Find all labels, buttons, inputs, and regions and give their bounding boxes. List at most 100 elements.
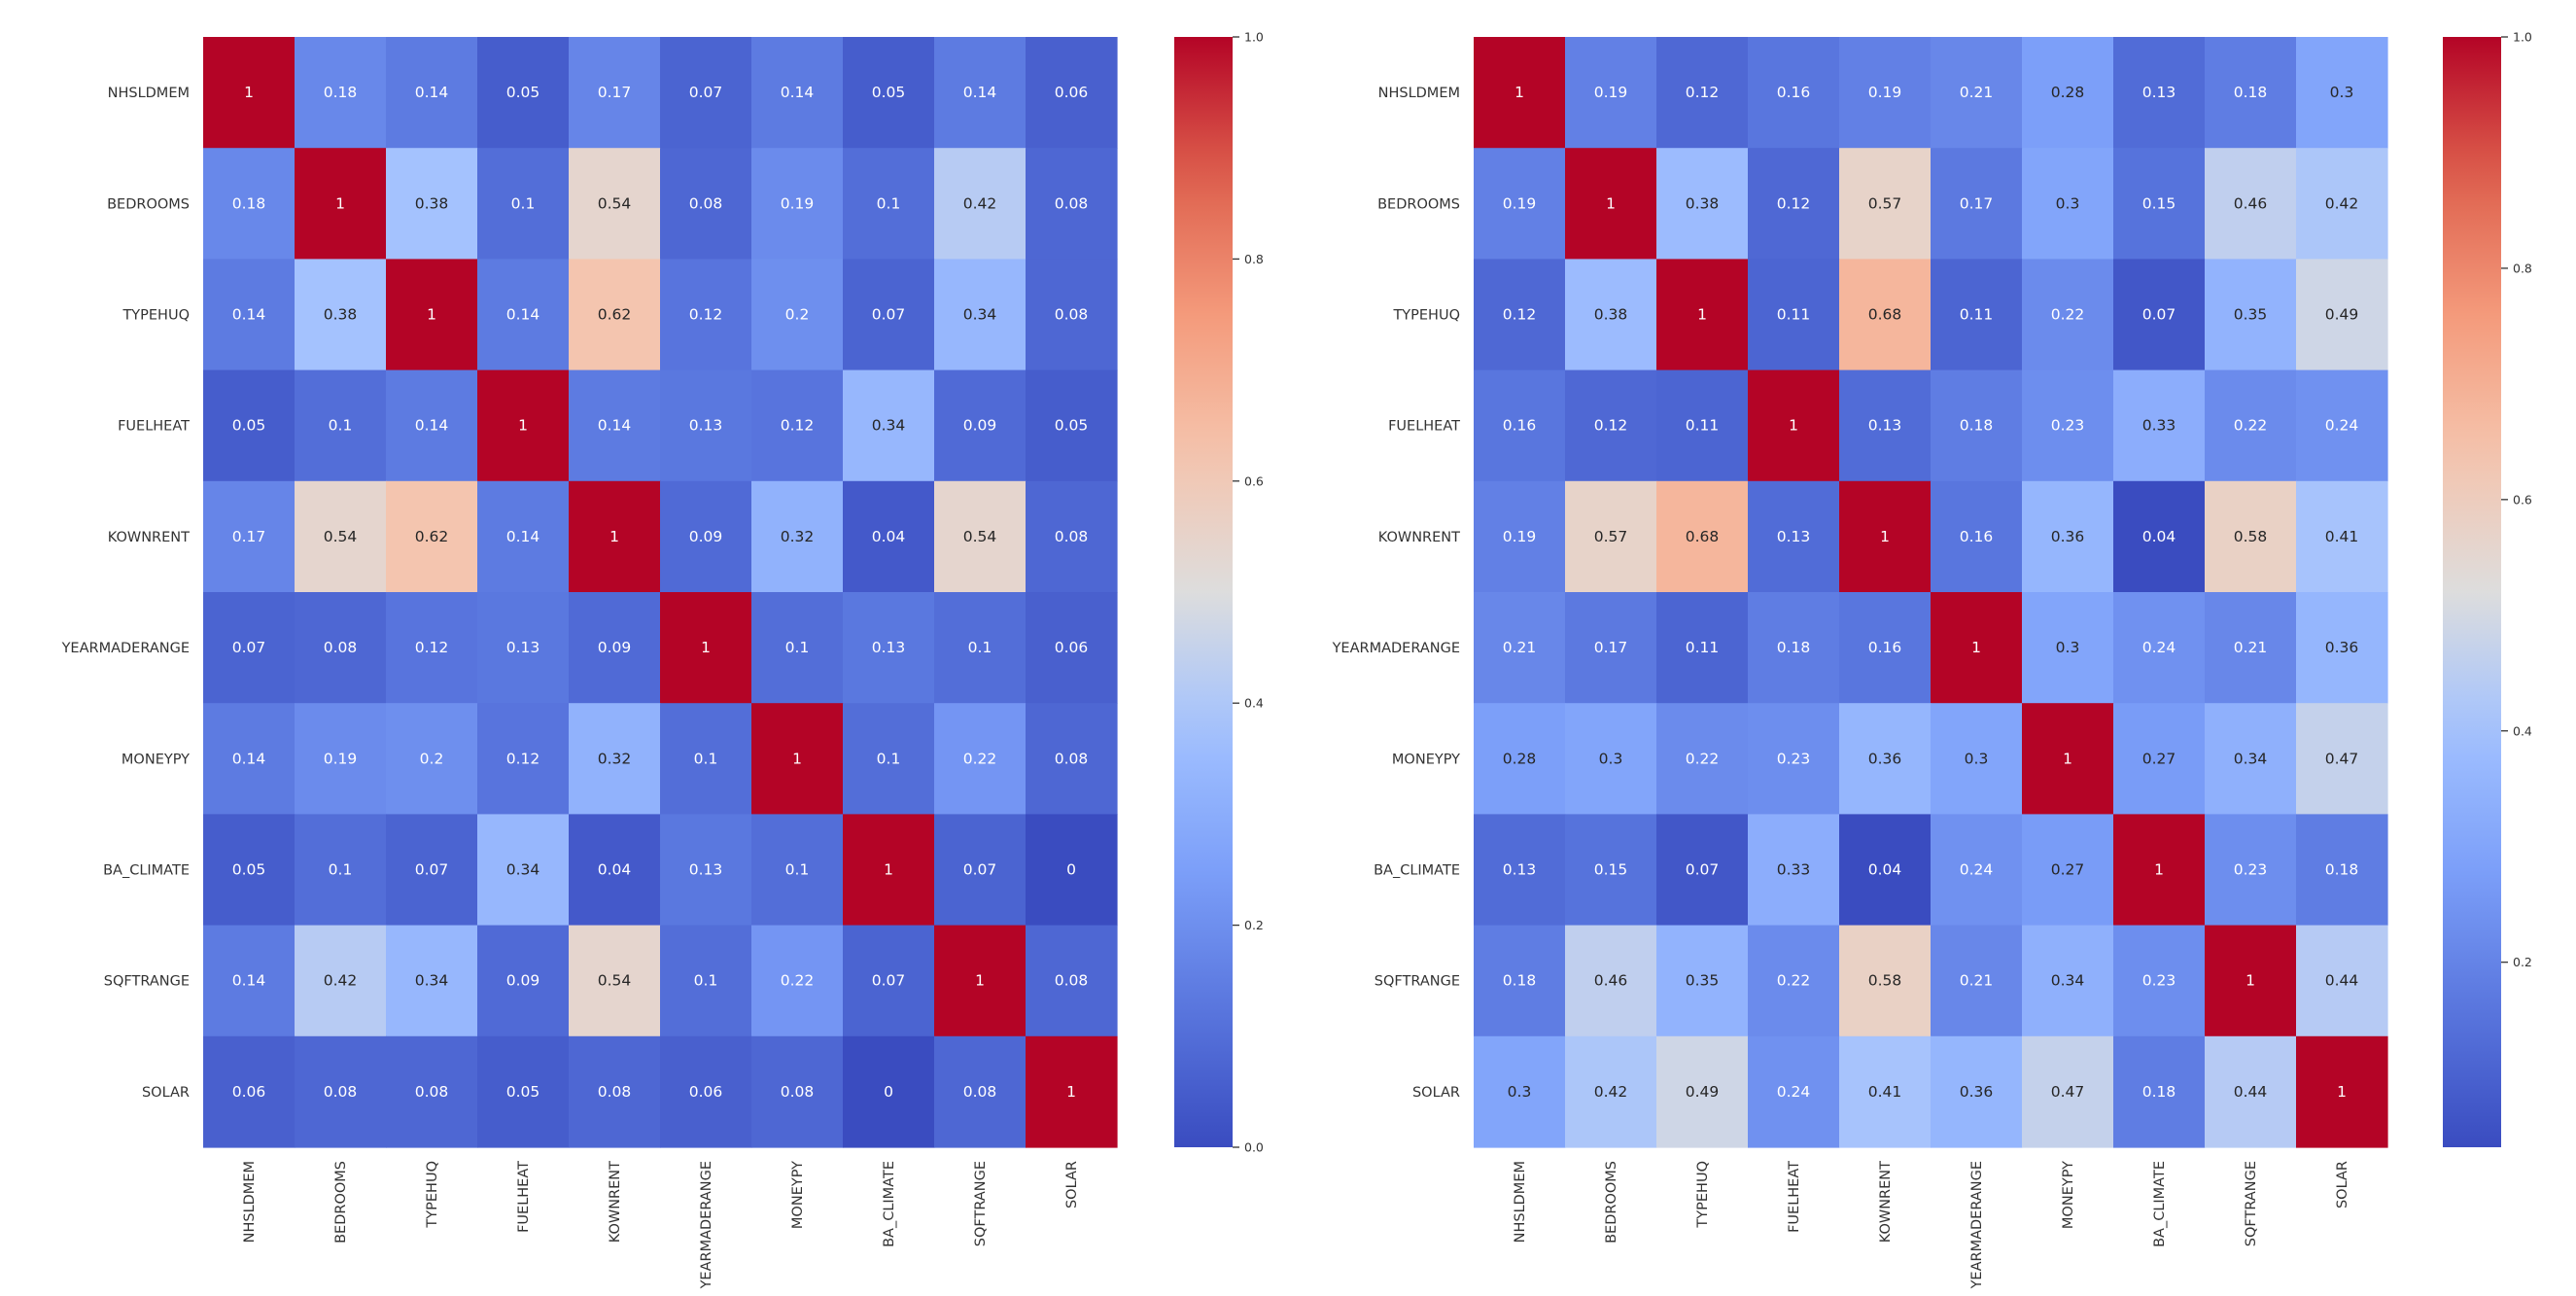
heatmap-cell (843, 37, 935, 149)
heatmap-cell (2113, 814, 2206, 927)
cell-value-label: 0.14 (232, 750, 266, 767)
y-tick-label: BA_CLIMATE (103, 863, 190, 879)
cell-value-label: 0.12 (506, 750, 540, 767)
cell-value-label: 0.46 (2234, 194, 2268, 212)
x-tick-label: TYPEHUQ (425, 1161, 440, 1229)
cell-value-label: 0.08 (1055, 528, 1089, 545)
heatmap-cell (2022, 148, 2114, 260)
heatmap-cell (203, 592, 296, 704)
heatmap-cell (569, 369, 661, 482)
heatmap-cell (660, 369, 752, 482)
cell-value-label: 0.23 (2142, 972, 2176, 990)
cell-value-label: 0.34 (2234, 750, 2268, 767)
cell-value-label: 0.14 (415, 84, 449, 101)
cell-value-label: 1 (1697, 306, 1707, 324)
heatmap-cell (1931, 592, 2023, 704)
heatmap-cell (934, 1035, 1027, 1148)
cell-value-label: 0.17 (1594, 639, 1628, 656)
cell-value-label: 0.12 (1594, 417, 1628, 435)
cell-value-label: 0.08 (781, 1083, 815, 1101)
cell-value-label: 0.3 (2056, 194, 2080, 212)
heatmap-cell (295, 925, 387, 1037)
heatmap-cell (843, 369, 935, 482)
cell-value-label: 0.04 (598, 861, 632, 879)
heatmap-cell (1748, 925, 1840, 1037)
cell-value-label: 0.07 (689, 84, 723, 101)
heatmap-cell (2296, 814, 2388, 927)
heatmap-cell (569, 480, 661, 593)
cell-value-label: 0.09 (963, 417, 997, 435)
cell-value-label: 0.49 (1686, 1083, 1720, 1101)
heatmap-cell (295, 259, 387, 371)
cell-value-label: 0 (1066, 861, 1076, 879)
y-tick-label: KOWNRENT (108, 530, 190, 545)
cell-value-label: 0.33 (2142, 417, 2176, 435)
heatmap-cell (843, 1035, 935, 1148)
heatmap-cell (203, 480, 296, 593)
colorbar-tick-label: 0.8 (1244, 252, 1264, 266)
cell-value-label: 0.2 (785, 306, 810, 324)
y-tick-label: SQFTRANGE (104, 974, 190, 990)
y-tick-label: MONEYPY (122, 752, 190, 767)
cell-value-label: 0.68 (1686, 528, 1720, 545)
cell-value-label: 0.14 (963, 84, 997, 101)
y-tick-label: YEARMADERANGE (1332, 641, 1460, 656)
heatmap-cell (1931, 37, 2023, 149)
cell-value-label: 0.32 (598, 750, 632, 767)
heatmap-cell (2113, 925, 2206, 1037)
heatmap-cell (1748, 703, 1840, 815)
heatmap-cell (751, 259, 844, 371)
x-tick-label: NHSLDMEM (1513, 1161, 1528, 1243)
heatmap-cell (2205, 259, 2297, 371)
heatmap-cell (843, 259, 935, 371)
heatmap-cell (1026, 703, 1118, 815)
heatmap-cell (386, 814, 478, 927)
colorbar-tick-label: 1.0 (1244, 30, 1264, 45)
cell-value-label: 0.18 (2325, 861, 2359, 879)
heatmap-cell (934, 592, 1027, 704)
cell-value-label: 1 (975, 972, 985, 990)
colorbar-tick-label: 1.0 (2513, 30, 2532, 45)
heatmap-cell (386, 1035, 478, 1148)
cell-value-label: 1 (792, 750, 802, 767)
heatmap-cell (203, 814, 296, 927)
heatmap-cell (477, 925, 570, 1037)
x-tick-label: KOWNRENT (608, 1161, 623, 1243)
cell-value-label: 0.24 (2325, 417, 2359, 435)
heatmap-cell (1565, 1035, 1657, 1148)
right-correlation-heatmap: 1 0.19 0.12 0.16 0.19 0.21 0.28 0.13 0.18 0.30.19… (1332, 30, 2532, 1290)
heatmap-cell (1026, 592, 1118, 704)
heatmap-cell (1565, 148, 1657, 260)
cell-value-label: 0.21 (1960, 972, 1994, 990)
cell-value-label: 1 (1789, 417, 1798, 435)
heatmap-cell (1474, 925, 1566, 1037)
cell-value-label: 0.14 (232, 306, 266, 324)
heatmap-cell (569, 259, 661, 371)
cell-value-label: 0.11 (1777, 306, 1811, 324)
heatmap-cell (1565, 814, 1657, 927)
cell-value-label: 1 (2245, 972, 2255, 990)
cell-value-label: 0.23 (1777, 750, 1811, 767)
x-tick-label: MONEYPY (790, 1161, 806, 1229)
heatmap-cell (1839, 814, 1932, 927)
heatmap-cell (2113, 480, 2206, 593)
colorbar-tick-label: 0.8 (2513, 261, 2532, 275)
heatmap-cell (477, 592, 570, 704)
x-tick-label: TYPEHUQ (1695, 1161, 1711, 1229)
heatmap-cell (1474, 148, 1566, 260)
cell-value-label: 0.1 (877, 194, 901, 212)
cell-value-label: 0.12 (1777, 194, 1811, 212)
cell-value-label: 0.62 (598, 306, 632, 324)
cell-value-label: 0.3 (2330, 84, 2354, 101)
cell-value-label: 0.22 (2051, 306, 2085, 324)
cell-value-label: 0.13 (1777, 528, 1811, 545)
cell-value-label: 0.13 (689, 417, 723, 435)
heatmap-cell (1565, 592, 1657, 704)
heatmap-cell (660, 37, 752, 149)
x-tick-label: MONEYPY (2061, 1161, 2076, 1229)
cell-value-label: 0.42 (2325, 194, 2359, 212)
cell-value-label: 0.58 (2234, 528, 2268, 545)
x-tick-label: KOWNRENT (1878, 1161, 1894, 1243)
heatmap-cell (1656, 480, 1749, 593)
cell-value-label: 0.46 (1594, 972, 1628, 990)
